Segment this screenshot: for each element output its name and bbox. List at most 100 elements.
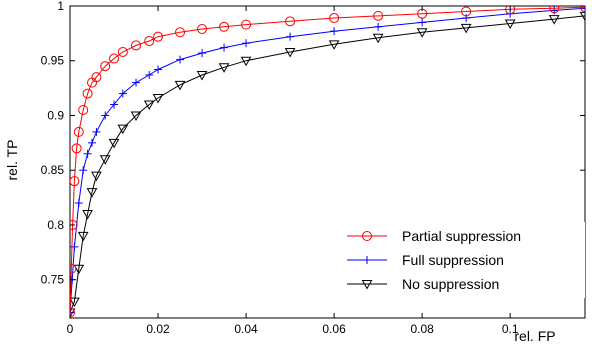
data-point-circle bbox=[197, 23, 208, 34]
series-circle bbox=[70, 6, 585, 318]
data-point-plus bbox=[83, 149, 92, 158]
data-point-plus bbox=[145, 70, 154, 79]
data-point-circle bbox=[362, 231, 372, 241]
data-point-circle bbox=[580, 6, 585, 13]
data-point-plus bbox=[88, 138, 97, 147]
series-layer bbox=[70, 6, 585, 318]
data-point-plus bbox=[118, 89, 127, 98]
y-tick-label: 0.9 bbox=[47, 108, 64, 122]
data-point-plus bbox=[70, 308, 74, 317]
data-point-triangle bbox=[152, 93, 164, 104]
data-point-circle bbox=[91, 72, 102, 83]
data-point-triangle bbox=[77, 231, 89, 242]
data-point-plus bbox=[92, 127, 101, 136]
x-tick-label: 0.06 bbox=[322, 322, 346, 336]
data-point-circle bbox=[117, 46, 128, 57]
y-tick-label: 0.8 bbox=[47, 218, 64, 232]
data-point-plus bbox=[110, 100, 119, 109]
data-point-circle bbox=[100, 61, 111, 72]
data-point-plus bbox=[418, 18, 427, 27]
legend-label: Full suppression bbox=[402, 252, 504, 268]
data-point-triangle bbox=[82, 210, 93, 220]
data-point-plus bbox=[101, 111, 110, 120]
data-point-plus bbox=[242, 39, 251, 48]
data-point-circle bbox=[175, 27, 186, 38]
data-point-plus bbox=[154, 65, 163, 74]
data-point-plus bbox=[363, 256, 371, 264]
data-point-circle bbox=[70, 263, 77, 274]
series-line bbox=[70, 15, 585, 313]
x-tick-label: 0.02 bbox=[146, 322, 170, 336]
y-tick-label: 0.95 bbox=[41, 54, 65, 68]
data-point-circle bbox=[144, 36, 155, 47]
data-point-circle bbox=[329, 13, 340, 24]
data-point-triangle bbox=[328, 40, 340, 50]
ticks-layer: 0 0.02 0.04 0.06 0.08 0.1 0.75 0.8 0.85 0.9 0.95 1 bbox=[41, 0, 585, 336]
y-tick-label: 1 bbox=[57, 0, 64, 13]
data-point-triangle bbox=[579, 11, 585, 22]
data-point-triangle bbox=[196, 70, 208, 81]
data-point-triangle bbox=[460, 23, 472, 34]
legend: Partial suppression Full suppression No su… bbox=[345, 222, 585, 298]
x-axis-label: rel. FP bbox=[514, 328, 555, 344]
data-point-triangle bbox=[174, 80, 186, 91]
y-axis-label: rel. TP bbox=[4, 140, 20, 181]
data-point-circle bbox=[70, 176, 80, 187]
legend-label: No suppression bbox=[402, 276, 499, 292]
data-point-triangle bbox=[99, 155, 111, 165]
data-point-circle bbox=[73, 126, 84, 137]
y-tick-label: 0.85 bbox=[41, 163, 65, 177]
data-point-circle bbox=[78, 105, 89, 115]
data-point-triangle bbox=[548, 15, 560, 25]
data-point-circle bbox=[153, 31, 164, 42]
data-point-triangle bbox=[73, 264, 85, 275]
data-point-triangle bbox=[91, 171, 102, 182]
data-point-triangle bbox=[504, 19, 516, 30]
data-point-circle bbox=[241, 19, 252, 30]
data-point-triangle bbox=[284, 47, 296, 58]
data-point-triangle bbox=[143, 100, 155, 111]
data-point-plus bbox=[330, 27, 339, 36]
data-point-plus bbox=[462, 14, 471, 23]
data-point-triangle bbox=[361, 280, 373, 290]
data-point-plus bbox=[79, 166, 88, 175]
data-point-plus bbox=[198, 49, 207, 58]
data-point-circle bbox=[549, 6, 560, 14]
data-point-triangle bbox=[108, 138, 120, 149]
data-point-circle bbox=[70, 219, 78, 230]
data-point-plus bbox=[374, 22, 383, 31]
data-point-circle bbox=[461, 6, 472, 17]
series-line bbox=[70, 7, 585, 313]
data-point-triangle bbox=[86, 188, 98, 198]
data-point-circle bbox=[219, 21, 230, 32]
data-point-circle bbox=[71, 143, 82, 154]
data-point-plus bbox=[220, 43, 229, 52]
data-point-plus bbox=[176, 55, 185, 64]
data-point-circle bbox=[373, 10, 384, 21]
legend-label: Partial suppression bbox=[402, 228, 521, 244]
y-tick-label: 0.75 bbox=[41, 273, 65, 287]
data-point-triangle bbox=[218, 63, 230, 73]
x-tick-label: 0.04 bbox=[234, 322, 258, 336]
data-point-plus bbox=[74, 199, 83, 208]
data-point-triangle bbox=[130, 111, 142, 121]
series-line bbox=[70, 6, 585, 313]
data-point-circle bbox=[285, 16, 296, 27]
data-point-plus bbox=[286, 32, 295, 41]
data-point-triangle bbox=[372, 33, 384, 44]
data-point-circle bbox=[70, 307, 75, 318]
data-point-circle bbox=[505, 6, 516, 15]
data-point-circle bbox=[82, 88, 93, 99]
x-tick-label: 0.1 bbox=[502, 322, 519, 336]
data-point-triangle bbox=[70, 297, 80, 308]
series-triangle-down bbox=[70, 11, 585, 318]
data-point-plus bbox=[132, 78, 141, 87]
x-tick-label: 0 bbox=[67, 322, 74, 336]
data-point-circle bbox=[131, 40, 142, 51]
x-tick-label: 0.08 bbox=[410, 322, 434, 336]
data-point-circle bbox=[109, 53, 120, 64]
data-point-plus bbox=[581, 6, 585, 13]
data-point-triangle bbox=[117, 124, 129, 135]
data-point-triangle bbox=[416, 28, 428, 38]
